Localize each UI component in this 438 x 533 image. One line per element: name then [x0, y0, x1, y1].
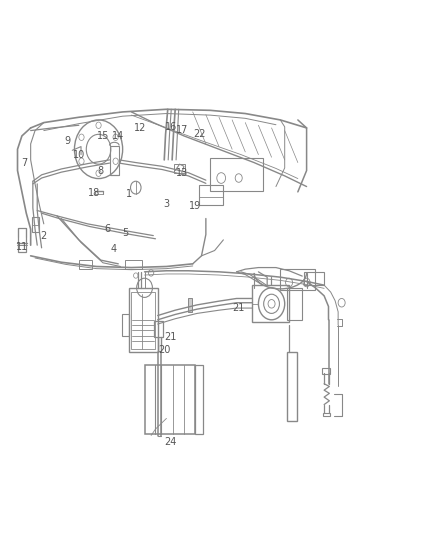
Text: 24: 24: [165, 438, 177, 447]
Text: 16: 16: [165, 122, 177, 132]
Bar: [210, 158, 263, 191]
Bar: [287, 288, 302, 320]
Bar: [195, 365, 203, 434]
Text: 9: 9: [65, 136, 71, 146]
Text: 21: 21: [165, 332, 177, 342]
Text: 6: 6: [104, 224, 110, 234]
Bar: [18, 228, 26, 252]
Bar: [323, 413, 330, 416]
Text: 22: 22: [193, 130, 205, 139]
Bar: [131, 292, 155, 349]
Text: 17: 17: [176, 125, 188, 134]
Bar: [145, 365, 195, 434]
Text: 7: 7: [21, 158, 27, 167]
Text: 1: 1: [126, 189, 132, 199]
Bar: [174, 164, 185, 173]
Text: 18: 18: [88, 188, 100, 198]
Text: 4: 4: [111, 245, 117, 254]
Text: 8: 8: [98, 166, 104, 175]
Bar: [125, 260, 142, 269]
Bar: [252, 285, 289, 322]
Bar: [199, 185, 223, 205]
Bar: [322, 368, 330, 374]
Bar: [32, 217, 39, 232]
Bar: [122, 314, 129, 336]
Text: 13: 13: [176, 168, 188, 178]
Bar: [287, 352, 297, 421]
Text: 15: 15: [97, 131, 109, 141]
Bar: [110, 146, 119, 175]
Text: 5: 5: [122, 228, 128, 238]
Text: 20: 20: [158, 345, 170, 354]
Text: 10: 10: [73, 150, 85, 159]
Bar: [304, 272, 324, 285]
Text: 12: 12: [134, 123, 146, 133]
Bar: [129, 288, 158, 352]
Text: 3: 3: [163, 199, 170, 208]
Text: 21: 21: [233, 303, 245, 313]
Text: 14: 14: [112, 131, 124, 141]
Bar: [188, 298, 192, 312]
Text: 19: 19: [189, 201, 201, 211]
Text: 11: 11: [16, 242, 28, 252]
Bar: [154, 321, 163, 337]
Text: 2: 2: [41, 231, 47, 240]
Bar: [79, 260, 92, 269]
Bar: [280, 269, 315, 290]
